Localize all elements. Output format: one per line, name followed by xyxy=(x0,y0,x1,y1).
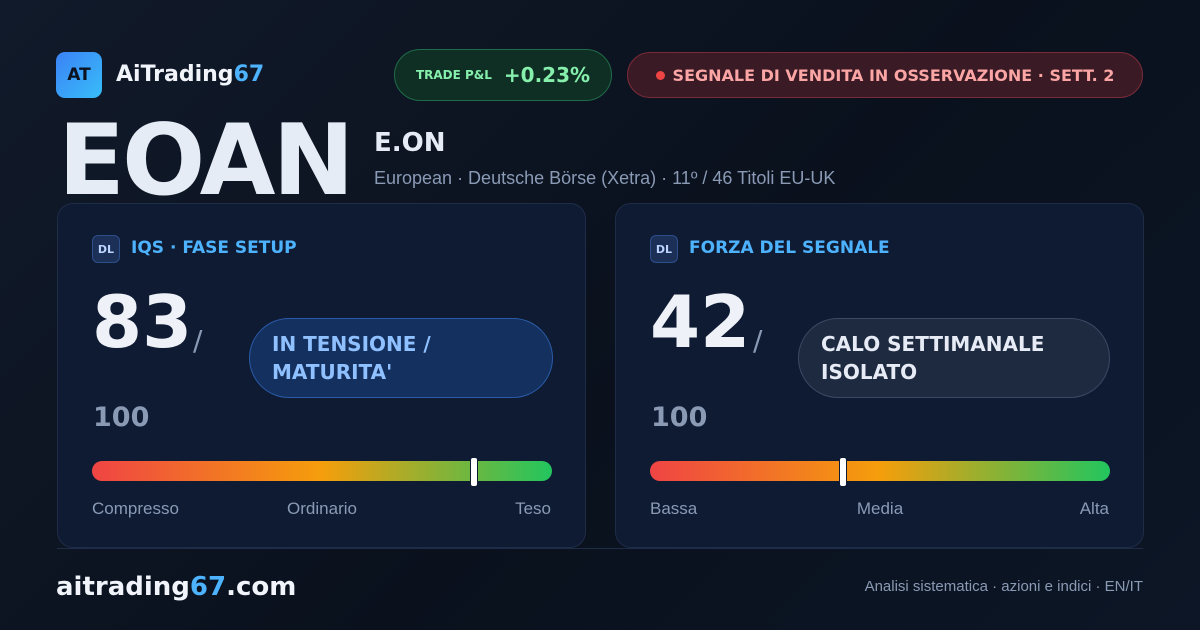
score-max: 100 xyxy=(93,402,150,433)
signal-text: SEGNALE DI VENDITA IN OSSERVAZIONE · SET… xyxy=(672,65,1115,85)
ticker-details: European · Deutsche Börse (Xetra) · 11º … xyxy=(374,168,836,188)
pnl-label: TRADE P&L xyxy=(415,68,492,82)
status-pill: IN TENSIONE / MATURITA' xyxy=(249,318,553,398)
pnl-badge: TRADE P&L +0.23% xyxy=(394,49,612,101)
gauge-marker xyxy=(839,457,848,487)
brand-accent: 67 xyxy=(233,62,265,87)
gauge-marker xyxy=(469,457,478,487)
score-separator: / xyxy=(193,324,203,357)
score-card: DL IQS · FASE SETUP 83/ 100 IN TENSIONE / MA… xyxy=(57,203,586,548)
brand-name: AiTrading xyxy=(116,62,234,87)
scale-label: Alta xyxy=(1079,499,1109,518)
site-tld: .com xyxy=(226,572,297,602)
gauge-bar xyxy=(92,457,552,487)
divider xyxy=(57,548,1143,549)
logo: AT xyxy=(56,52,102,98)
status-pill: CALO SETTIMANALE ISOLATO xyxy=(798,318,1110,398)
site: aitrading67.com xyxy=(56,572,296,602)
gauge-bar xyxy=(650,457,1110,487)
score: 83 xyxy=(92,280,193,364)
site-name: aitrading xyxy=(56,572,190,602)
scale-label: Teso xyxy=(515,499,551,518)
tagline: Analisi sistematica · azioni e indici · … xyxy=(864,578,1143,595)
signal-badge: SEGNALE DI VENDITA IN OSSERVAZIONE · SET… xyxy=(627,52,1143,98)
card-icon: DL xyxy=(650,235,678,263)
score-max: 100 xyxy=(651,402,708,433)
ticker-symbol: EOAN xyxy=(58,104,354,218)
scale-label: Bassa xyxy=(650,499,698,518)
card-title: FORZA DEL SEGNALE xyxy=(689,238,890,258)
scale-label: Compresso xyxy=(92,499,179,518)
card-icon: DL xyxy=(92,235,120,263)
signal-dot xyxy=(655,70,665,80)
ticker-name: E.ON xyxy=(374,128,446,158)
card-title: IQS · FASE SETUP xyxy=(131,238,297,258)
site-accent: 67 xyxy=(189,572,227,602)
score-card: DL FORZA DEL SEGNALE 42/ 100 CALO SETTIMANAL… xyxy=(615,203,1144,548)
score-separator: / xyxy=(753,324,763,357)
pnl-value: +0.23% xyxy=(503,63,591,87)
score: 42 xyxy=(650,280,751,364)
brand: AiTrading67 xyxy=(116,62,264,87)
